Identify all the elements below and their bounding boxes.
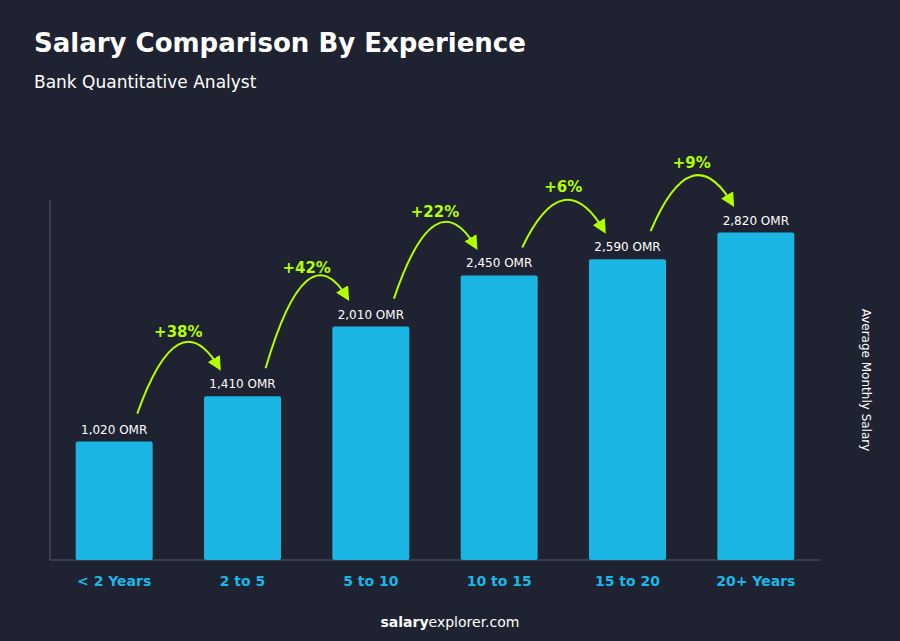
bar	[204, 396, 281, 560]
data-label: 1,020 OMR	[81, 423, 147, 437]
x-tick-label: 10 to 15	[467, 573, 532, 589]
chart-container: Salary Comparison By Experience Bank Quan…	[0, 0, 900, 641]
title: Salary Comparison By Experience	[34, 28, 526, 58]
data-label: 2,590 OMR	[594, 240, 660, 254]
background	[0, 0, 900, 641]
change-label: +22%	[411, 203, 459, 221]
bar	[717, 233, 794, 560]
bar	[332, 327, 409, 560]
x-tick-label: 15 to 20	[595, 573, 660, 589]
subtitle: Bank Quantitative Analyst	[34, 72, 257, 92]
y-axis-line	[50, 200, 51, 560]
change-arrow	[522, 200, 604, 248]
bar	[589, 259, 666, 560]
change-label: +42%	[282, 259, 330, 277]
data-label: 2,010 OMR	[338, 308, 404, 322]
chart-svg: Salary Comparison By Experience Bank Quan…	[0, 0, 900, 641]
data-label: 2,450 OMR	[466, 256, 532, 270]
data-label: 2,820 OMR	[723, 214, 789, 228]
bar	[76, 442, 153, 560]
footer-part: salary	[381, 614, 429, 630]
change-arrow	[137, 342, 219, 414]
data-label: 1,410 OMR	[209, 377, 275, 391]
change-label: +38%	[154, 323, 202, 341]
x-tick-label: 2 to 5	[220, 573, 266, 589]
bar	[461, 275, 538, 560]
bars	[76, 233, 795, 560]
y-axis-label: Average Monthly Salary	[859, 309, 873, 452]
change-label: +6%	[544, 178, 582, 196]
x-axis-line	[50, 560, 820, 561]
x-tick-label: < 2 Years	[77, 573, 151, 589]
x-tick-label: 20+ Years	[716, 573, 795, 589]
footer-part: explorer.com	[429, 614, 520, 630]
change-arrow	[651, 175, 733, 231]
change-label: +9%	[673, 154, 711, 172]
x-tick-label: 5 to 10	[343, 573, 399, 589]
change-arrow	[266, 275, 348, 368]
change-arrow	[394, 222, 476, 299]
footer: salaryexplorer.com	[381, 614, 520, 630]
